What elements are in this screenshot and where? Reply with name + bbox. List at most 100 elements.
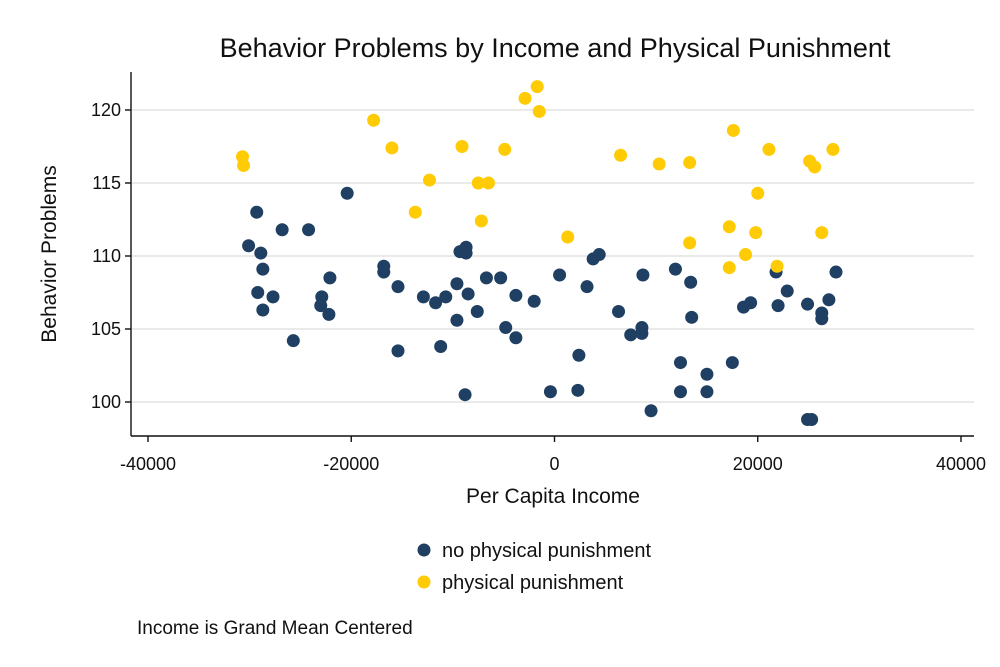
data-point [636,268,650,282]
data-point [652,157,666,171]
data-point [429,296,443,310]
data-point [471,176,485,190]
data-point [674,385,688,399]
data-point [749,226,763,240]
legend-marker-no-physical-punishment [417,543,431,557]
data-point [683,236,697,250]
data-point [322,307,336,321]
data-point [771,299,785,313]
data-point [592,248,606,262]
data-point [470,304,484,318]
data-point [668,262,682,276]
data-point [635,321,649,335]
data-point [314,299,328,313]
data-point [644,404,658,418]
x-tick-label: 0 [549,454,559,474]
data-point [780,284,794,298]
data-point [826,142,840,156]
data-points [236,80,843,427]
data-point [455,140,469,153]
data-point [553,268,567,282]
data-point [572,348,586,362]
legend-marker-physical-punishment [417,575,431,589]
data-point [770,259,784,273]
data-point [808,160,822,174]
data-point [251,286,265,299]
data-point [726,123,740,137]
chart-note: Income is Grand Mean Centered [137,618,413,639]
data-point [377,265,391,279]
data-point [385,141,399,155]
data-point [815,312,829,326]
data-point [543,385,557,399]
y-ticks: 100 105 110 115 120 [91,100,131,412]
data-point [684,275,698,289]
data-point [722,261,736,275]
data-point [725,356,739,370]
data-point [391,280,405,294]
legend-label-physical-punishment: physical punishment [442,572,624,594]
data-point [614,148,628,162]
data-point [739,248,753,262]
data-point [275,223,289,237]
data-point [744,296,758,310]
data-point [256,262,270,276]
gridlines [131,109,974,403]
x-tick-label: -20000 [323,454,379,474]
data-point [509,288,523,302]
data-point [580,280,594,294]
data-point [237,158,251,172]
data-point [751,186,765,200]
data-point [302,223,316,237]
data-point [479,271,493,285]
data-point [286,334,300,348]
data-point [450,277,464,291]
series-physical-punishment [236,80,840,275]
data-point [458,388,472,402]
data-point [499,321,513,335]
data-point [439,290,453,304]
data-point [527,294,541,308]
data-point [242,239,256,253]
data-point [474,214,488,228]
y-tick-label: 120 [91,100,121,120]
legend-label-no-physical-punishment: no physical punishment [442,540,651,562]
data-point [683,156,697,170]
data-point [530,80,544,94]
data-point [423,173,437,187]
data-point [461,287,475,301]
data-point [571,383,585,397]
x-axis-label: Per Capita Income [466,485,640,508]
data-point [801,297,815,311]
data-point [509,331,523,345]
data-point [700,367,714,381]
data-point [532,104,546,118]
x-tick-label: -40000 [120,454,176,474]
chart-title: Behavior Problems by Income and Physical… [220,33,891,63]
x-tick-label: 20000 [733,454,783,474]
data-point [434,340,448,354]
data-point [805,413,819,427]
data-point [340,186,354,200]
data-point [450,313,464,327]
data-point [256,303,270,317]
data-point [459,246,473,260]
x-tick-label: 40000 [936,454,986,474]
data-point [408,205,422,219]
x-ticks: -40000 -20000 0 20000 40000 [120,436,986,474]
data-point [266,290,280,304]
data-point [674,356,688,370]
data-point [685,310,699,324]
data-point [815,226,829,240]
data-point [762,142,776,156]
y-axis-label: Behavior Problems [38,165,61,342]
data-point [518,91,532,105]
y-tick-label: 100 [91,392,121,412]
data-point [829,265,843,279]
y-tick-label: 115 [92,173,121,193]
y-tick-label: 105 [91,319,121,339]
data-point [494,271,508,285]
data-point [822,293,836,307]
data-point [391,344,405,358]
